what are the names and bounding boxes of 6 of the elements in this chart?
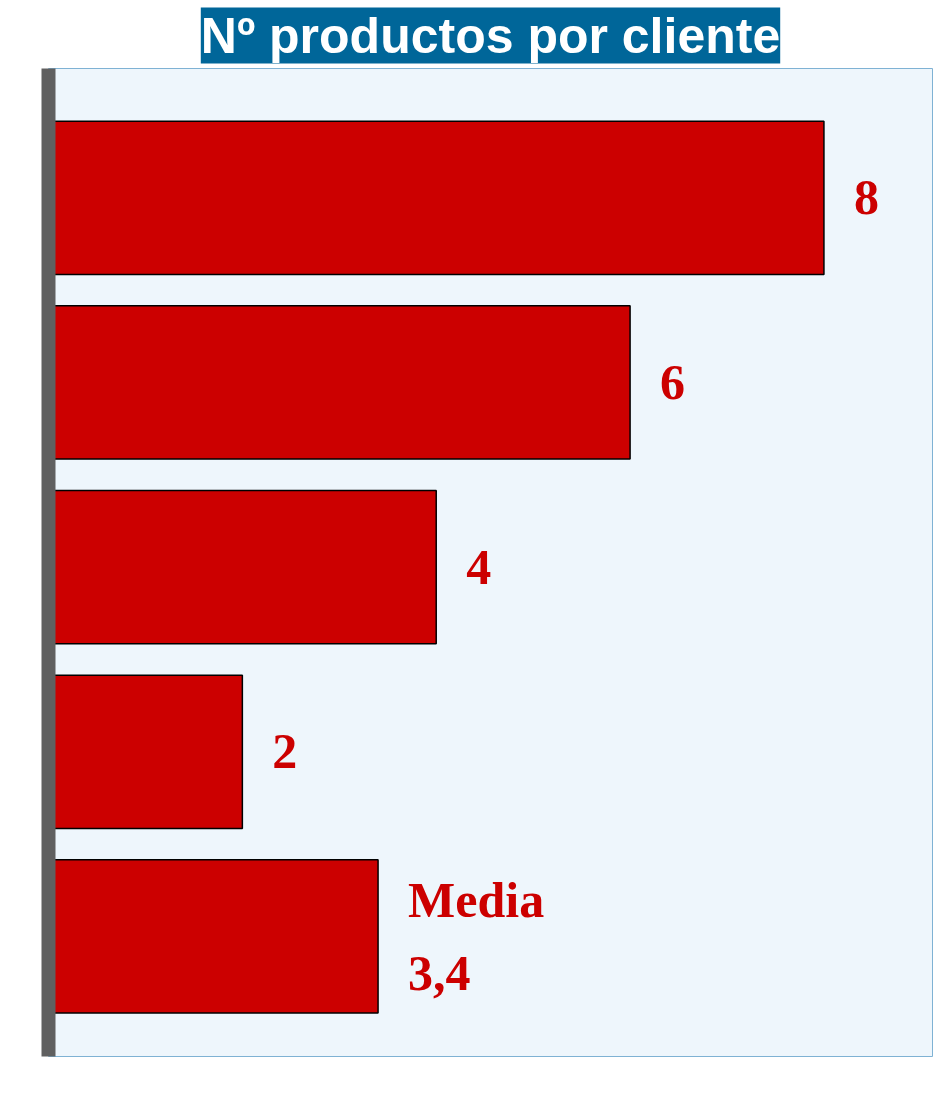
- data-label: 6: [660, 353, 686, 410]
- chart-title: Nº productos por cliente: [200, 7, 781, 64]
- data-label: 2: [272, 723, 298, 780]
- data-label: 8: [853, 169, 879, 226]
- data-label: 4: [466, 538, 492, 595]
- data-label: Media 3,4: [408, 872, 545, 1001]
